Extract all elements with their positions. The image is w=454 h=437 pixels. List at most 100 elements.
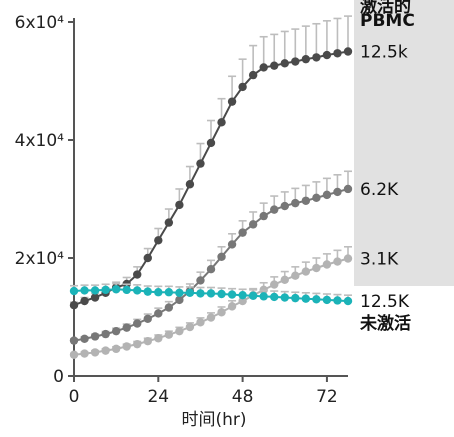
data-point (133, 339, 142, 349)
series-2 (69, 245, 353, 359)
data-point (301, 267, 311, 276)
data-point (301, 54, 311, 64)
data-point (90, 348, 100, 357)
data-point (80, 349, 89, 358)
data-point (217, 289, 226, 299)
series-3 (69, 282, 353, 306)
data-point (280, 293, 289, 302)
data-point (206, 138, 216, 148)
x-tick-label: 0 (69, 387, 80, 407)
x-tick-label: 48 (232, 387, 254, 407)
data-point (196, 276, 205, 285)
y-tick-label: 2x10⁴ (15, 249, 65, 269)
data-point (248, 70, 258, 80)
series-label: 12.5K (360, 292, 410, 312)
data-point (185, 180, 195, 189)
data-point (196, 159, 205, 168)
series-label: 未激活 (359, 313, 411, 334)
data-point (333, 49, 342, 58)
data-point (90, 286, 100, 295)
data-point (206, 289, 216, 298)
legend-box (354, 0, 454, 286)
data-point (259, 211, 268, 221)
data-point (248, 220, 258, 229)
x-tick-label: 24 (147, 387, 169, 407)
data-point (101, 346, 110, 355)
data-point (143, 253, 152, 263)
data-point (196, 289, 205, 298)
data-point (69, 350, 79, 359)
data-point (217, 252, 226, 262)
x-tick-label: 72 (316, 387, 338, 407)
data-point (69, 336, 79, 345)
data-point (185, 288, 195, 298)
data-point (227, 290, 237, 299)
data-point (238, 228, 247, 237)
data-point (270, 280, 279, 289)
series-label: 12.5k (360, 43, 408, 63)
legend-box-line-1: 激活的 (360, 0, 411, 17)
data-point (301, 196, 311, 205)
data-point (196, 318, 205, 327)
data-point (101, 285, 110, 295)
data-point (122, 323, 131, 332)
y-tick-label: 0 (53, 367, 64, 387)
data-point (133, 319, 142, 328)
data-point (312, 193, 321, 203)
data-point (175, 295, 184, 305)
data-point (238, 82, 247, 92)
data-point (291, 57, 300, 66)
data-point (301, 294, 311, 303)
data-point (312, 295, 321, 304)
data-point (343, 296, 353, 306)
data-point (259, 292, 268, 301)
data-point (312, 53, 321, 62)
data-point (312, 263, 321, 273)
data-point (227, 97, 237, 106)
data-point (175, 200, 184, 210)
data-point (322, 295, 332, 305)
data-point (164, 288, 174, 297)
data-point (270, 292, 279, 302)
data-point (143, 287, 152, 296)
data-point (133, 286, 142, 295)
data-point (333, 187, 342, 197)
data-point (291, 293, 300, 303)
data-point (111, 285, 121, 294)
data-point (217, 308, 226, 317)
data-point (111, 326, 121, 336)
data-point (206, 313, 216, 322)
data-point (101, 329, 110, 339)
data-point (280, 275, 289, 285)
data-point (343, 47, 353, 56)
series-1 (69, 170, 353, 345)
data-point (154, 288, 163, 297)
data-point (143, 336, 152, 346)
data-point (343, 184, 353, 194)
data-point (175, 288, 184, 298)
data-point (238, 290, 247, 300)
data-point (322, 50, 332, 60)
y-tick-label: 4x10⁴ (15, 131, 65, 151)
data-point (90, 332, 100, 341)
data-point (291, 271, 300, 280)
data-point (133, 270, 142, 279)
data-point (270, 205, 279, 214)
data-point (164, 330, 174, 339)
data-point (238, 296, 247, 306)
data-point (80, 286, 89, 295)
data-point (154, 334, 163, 343)
series-0 (69, 15, 353, 310)
data-point (69, 286, 79, 296)
legend-box-line-2: PBMC (360, 11, 415, 31)
data-point (280, 201, 289, 211)
data-point (333, 257, 342, 266)
data-point (69, 301, 79, 310)
data-point (164, 303, 174, 312)
data-point (175, 326, 184, 336)
series-label: 6.2K (360, 180, 399, 200)
data-point (280, 59, 289, 68)
data-point (185, 322, 195, 332)
data-point (259, 63, 268, 72)
